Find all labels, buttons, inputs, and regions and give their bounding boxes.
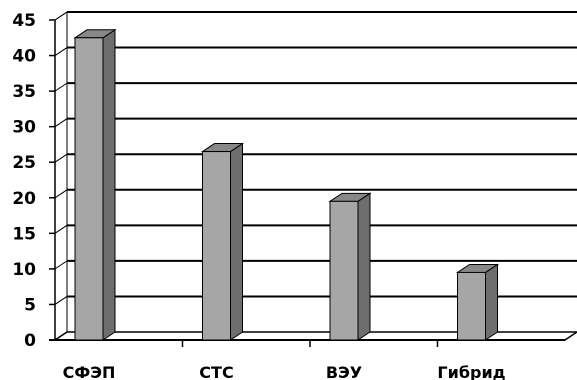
bar-side	[357, 192, 371, 341]
bars	[73, 28, 500, 341]
y-tick-label: 35	[12, 82, 36, 102]
bar-side	[102, 28, 116, 341]
y-tick-label: 20	[12, 189, 36, 209]
y-tick-label: 10	[12, 260, 36, 280]
wall-diagonal	[54, 153, 68, 163]
bar	[328, 192, 372, 341]
y-tick-label: 15	[12, 224, 36, 244]
wall-diagonal	[54, 296, 68, 305]
gridlines	[67, 11, 577, 298]
floor	[52, 331, 577, 341]
bar-side	[230, 142, 243, 341]
wall-diagonal	[54, 82, 68, 92]
bar	[455, 263, 500, 341]
wall-diagonal	[54, 47, 68, 56]
y-tick-label: 25	[12, 153, 36, 173]
y-tick-labels: 0 5 10 15 20 25 30 35 40 45	[12, 11, 36, 351]
x-tick-label: СТС	[199, 363, 233, 380]
bar-front	[457, 271, 486, 341]
x-tick-label: ВЭУ	[326, 363, 362, 380]
wall-diagonal	[54, 260, 68, 270]
y-tick-label: 0	[24, 331, 36, 351]
bar-front	[74, 37, 104, 341]
y-tick-label: 5	[24, 295, 36, 315]
x-tick-labels: СФЭП СТС ВЭУ Гибрид	[63, 363, 506, 380]
y-tick-label: 30	[12, 118, 36, 138]
y-tick-label: 45	[12, 11, 36, 31]
x-tick-label: Гибрид	[437, 363, 505, 380]
wall-diagonal	[54, 189, 68, 199]
wall-top-diagonal	[54, 11, 68, 21]
bar	[73, 28, 117, 341]
y-tick-label: 40	[12, 47, 36, 67]
x-tick-label: СФЭП	[63, 363, 116, 380]
bar-front	[329, 200, 359, 341]
wall-diagonal	[54, 118, 68, 128]
bar-front	[202, 151, 231, 341]
bar-side	[485, 263, 498, 341]
wall-diagonal	[54, 224, 68, 234]
bar	[200, 142, 245, 341]
